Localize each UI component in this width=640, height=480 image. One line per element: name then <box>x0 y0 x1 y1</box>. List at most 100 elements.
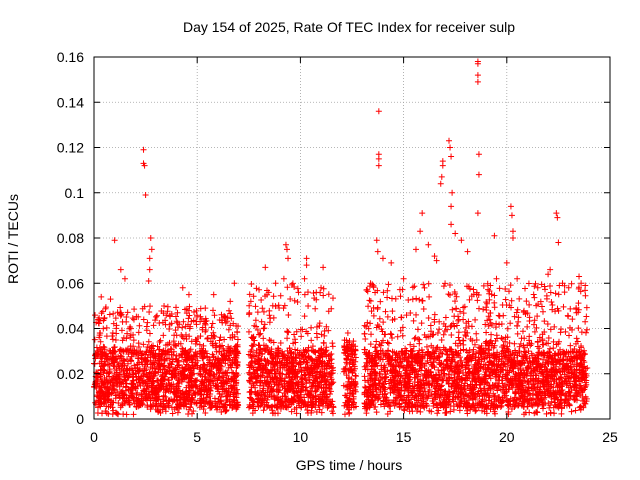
data-point <box>533 391 540 398</box>
data-point <box>321 327 328 334</box>
data-point <box>345 378 352 385</box>
data-point <box>281 389 288 396</box>
data-point <box>279 402 286 409</box>
data-point <box>143 327 150 334</box>
data-point <box>455 329 462 336</box>
data-point <box>389 348 396 355</box>
data-point <box>485 397 492 404</box>
data-point <box>142 379 149 386</box>
data-point <box>510 357 517 364</box>
data-point <box>384 313 391 320</box>
data-point <box>416 347 423 354</box>
data-point <box>465 397 472 404</box>
data-point <box>113 330 120 337</box>
data-point <box>583 304 590 311</box>
data-point <box>323 344 330 351</box>
data-point <box>249 397 256 404</box>
data-point <box>303 328 310 335</box>
data-points <box>91 58 591 418</box>
data-point <box>113 325 120 332</box>
data-point <box>530 291 537 298</box>
data-point <box>285 381 292 388</box>
data-point <box>109 332 116 339</box>
data-point <box>141 378 148 385</box>
data-point <box>283 371 290 378</box>
data-point <box>207 382 214 389</box>
data-point <box>255 392 262 399</box>
data-point <box>308 337 315 344</box>
data-point <box>245 328 252 335</box>
data-point <box>396 401 403 408</box>
data-point <box>207 399 214 406</box>
data-point <box>461 303 468 310</box>
data-point <box>173 304 180 311</box>
data-point <box>105 370 112 377</box>
data-point <box>227 322 234 329</box>
data-point <box>286 345 293 352</box>
data-point <box>280 305 287 312</box>
data-point <box>346 375 353 382</box>
data-point <box>227 334 234 341</box>
data-point <box>481 389 488 396</box>
data-point <box>361 373 368 380</box>
data-point <box>313 361 320 368</box>
data-point <box>288 367 295 374</box>
data-point <box>499 380 506 387</box>
data-point <box>161 403 168 410</box>
data-point <box>344 404 351 411</box>
data-point <box>252 303 259 310</box>
data-point <box>210 363 217 370</box>
data-point <box>387 408 394 415</box>
data-point <box>384 287 391 294</box>
data-point <box>156 360 163 367</box>
data-point <box>399 286 406 293</box>
data-point <box>267 315 274 322</box>
data-point <box>499 302 506 309</box>
data-point <box>204 334 211 341</box>
data-point <box>486 365 493 372</box>
data-point <box>230 389 237 396</box>
data-point <box>174 309 181 316</box>
data-point <box>102 352 109 359</box>
data-point <box>118 327 125 334</box>
data-point <box>481 408 488 415</box>
data-point <box>530 396 537 403</box>
data-point <box>148 343 155 350</box>
data-point <box>126 401 133 408</box>
data-point <box>225 375 232 382</box>
data-point <box>554 305 561 312</box>
data-point <box>394 333 401 340</box>
data-point <box>521 348 528 355</box>
data-point <box>301 401 308 408</box>
data-point <box>158 307 165 314</box>
data-point <box>191 379 198 386</box>
data-point <box>512 349 519 356</box>
data-point <box>448 374 455 381</box>
data-point <box>377 370 384 377</box>
data-point <box>131 306 138 313</box>
data-point <box>530 321 537 328</box>
data-point <box>305 344 312 351</box>
data-point <box>496 394 503 401</box>
data-point <box>147 303 154 310</box>
data-point <box>582 329 589 336</box>
data-point <box>577 382 584 389</box>
data-point <box>350 393 357 400</box>
data-point <box>265 289 272 296</box>
data-point <box>211 395 218 402</box>
data-point <box>129 387 136 394</box>
data-point <box>502 286 509 293</box>
data-point <box>311 295 318 302</box>
data-point <box>227 362 234 369</box>
data-point <box>483 329 490 336</box>
data-point <box>584 364 591 371</box>
data-point <box>398 382 405 389</box>
data-point <box>126 325 133 332</box>
data-point <box>498 377 505 384</box>
data-point <box>472 354 479 361</box>
data-point <box>255 364 262 371</box>
data-point <box>184 372 191 379</box>
data-point <box>156 339 163 346</box>
data-point <box>192 362 199 369</box>
data-point <box>315 383 322 390</box>
